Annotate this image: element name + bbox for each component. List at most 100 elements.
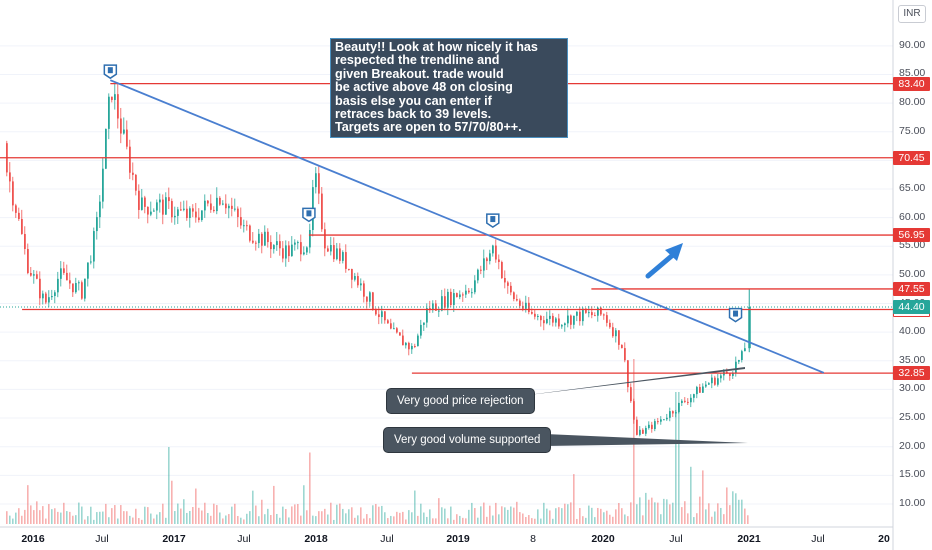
volume-bar bbox=[231, 506, 233, 524]
volume-bar bbox=[156, 514, 158, 524]
candle-body bbox=[339, 248, 341, 261]
candle-body bbox=[507, 282, 509, 286]
y-tick-label: 25.00 bbox=[899, 411, 926, 424]
volume-bar bbox=[483, 502, 485, 524]
candle-body bbox=[258, 233, 260, 244]
volume-bar bbox=[594, 517, 596, 524]
candle-body bbox=[654, 421, 656, 430]
candle-body bbox=[615, 330, 617, 337]
volume-bar bbox=[303, 485, 305, 524]
candle-body bbox=[111, 96, 113, 100]
volume-bar bbox=[51, 509, 53, 524]
candle-body bbox=[75, 283, 77, 293]
candle-body bbox=[351, 268, 353, 280]
note-line: retraces back to 39 levels. bbox=[335, 107, 492, 122]
volume-bar bbox=[615, 509, 617, 524]
candle-body bbox=[678, 402, 680, 413]
volume-bar bbox=[609, 514, 611, 524]
candle-body bbox=[93, 231, 95, 262]
volume-bar bbox=[729, 505, 731, 524]
volume-bar bbox=[732, 491, 734, 524]
volume-bar bbox=[465, 518, 467, 524]
x-tick-label: Jul bbox=[237, 533, 251, 545]
volume-bar bbox=[147, 507, 149, 524]
volume-bar bbox=[402, 511, 404, 524]
candle-body bbox=[633, 401, 635, 420]
candle-body bbox=[543, 320, 545, 324]
volume-bar bbox=[453, 519, 455, 524]
volume-bar bbox=[588, 505, 590, 524]
candle-body bbox=[60, 268, 62, 279]
level-price-label: 56.95 bbox=[893, 228, 930, 243]
currency-badge[interactable]: INR bbox=[898, 5, 926, 23]
candle-body bbox=[120, 118, 122, 134]
volume-bar bbox=[498, 514, 500, 524]
volume-bar bbox=[687, 513, 689, 524]
volume-bar bbox=[510, 506, 512, 524]
volume-bar bbox=[165, 517, 167, 524]
volume-bar bbox=[528, 515, 530, 524]
volume-bar bbox=[546, 508, 548, 524]
volume-bar bbox=[96, 512, 98, 524]
candle-body bbox=[18, 212, 20, 219]
candle-body bbox=[246, 225, 248, 227]
volume-bar bbox=[237, 515, 239, 524]
candle-body bbox=[426, 308, 428, 323]
candle-body bbox=[687, 401, 689, 403]
candle-body bbox=[39, 278, 41, 299]
candle-body bbox=[189, 208, 191, 218]
volume-bar bbox=[123, 511, 125, 524]
candle-body bbox=[462, 294, 464, 296]
volume-bar bbox=[129, 515, 131, 524]
volume-bar bbox=[168, 447, 170, 524]
x-tick-label: 2017 bbox=[162, 533, 186, 545]
candle-body bbox=[66, 272, 68, 281]
candle-body bbox=[669, 411, 671, 418]
volume-bar bbox=[333, 519, 335, 524]
candle-body bbox=[288, 245, 290, 257]
candle-body bbox=[171, 201, 173, 218]
candle-body bbox=[96, 217, 98, 232]
candle-body bbox=[378, 314, 380, 318]
candle-body bbox=[306, 247, 308, 253]
volume-bar bbox=[213, 503, 215, 524]
candle-body bbox=[213, 209, 215, 212]
candle-body bbox=[456, 293, 458, 298]
volume-bar bbox=[525, 517, 527, 524]
candle-body bbox=[51, 296, 53, 298]
volume-bar bbox=[102, 511, 104, 524]
volume-bar bbox=[654, 502, 656, 524]
candle-body bbox=[636, 419, 638, 435]
candle-body bbox=[249, 225, 251, 241]
candle-body bbox=[393, 328, 395, 330]
candle-body bbox=[477, 269, 479, 281]
volume-bar bbox=[699, 496, 701, 524]
volume-bar bbox=[306, 510, 308, 524]
candle-body bbox=[63, 268, 65, 273]
volume-bar bbox=[162, 503, 164, 524]
candle-body bbox=[567, 315, 569, 324]
candle-body bbox=[132, 172, 134, 175]
volume-bar bbox=[663, 498, 665, 524]
candle-body bbox=[90, 261, 92, 263]
volume-bar bbox=[516, 501, 518, 524]
candle-body bbox=[291, 244, 293, 257]
candle-body bbox=[243, 225, 245, 227]
candle-body bbox=[228, 205, 230, 209]
volume-bar bbox=[180, 508, 182, 524]
volume-bar bbox=[57, 511, 59, 524]
volume-bar bbox=[336, 504, 338, 524]
volume-bar bbox=[363, 518, 365, 524]
volume-bar bbox=[117, 518, 119, 524]
note-line: given Breakout. trade would bbox=[335, 66, 504, 81]
price-rejection-pointer bbox=[520, 367, 745, 396]
candle-body bbox=[315, 173, 317, 188]
candle-body bbox=[735, 361, 737, 374]
y-tick-label: 85.00 bbox=[899, 67, 926, 80]
volume-bar bbox=[597, 507, 599, 524]
volume-bar bbox=[90, 506, 92, 524]
candle-body bbox=[534, 313, 536, 317]
candle-body bbox=[672, 411, 674, 414]
candle-body bbox=[216, 197, 218, 212]
volume-bar bbox=[708, 503, 710, 524]
